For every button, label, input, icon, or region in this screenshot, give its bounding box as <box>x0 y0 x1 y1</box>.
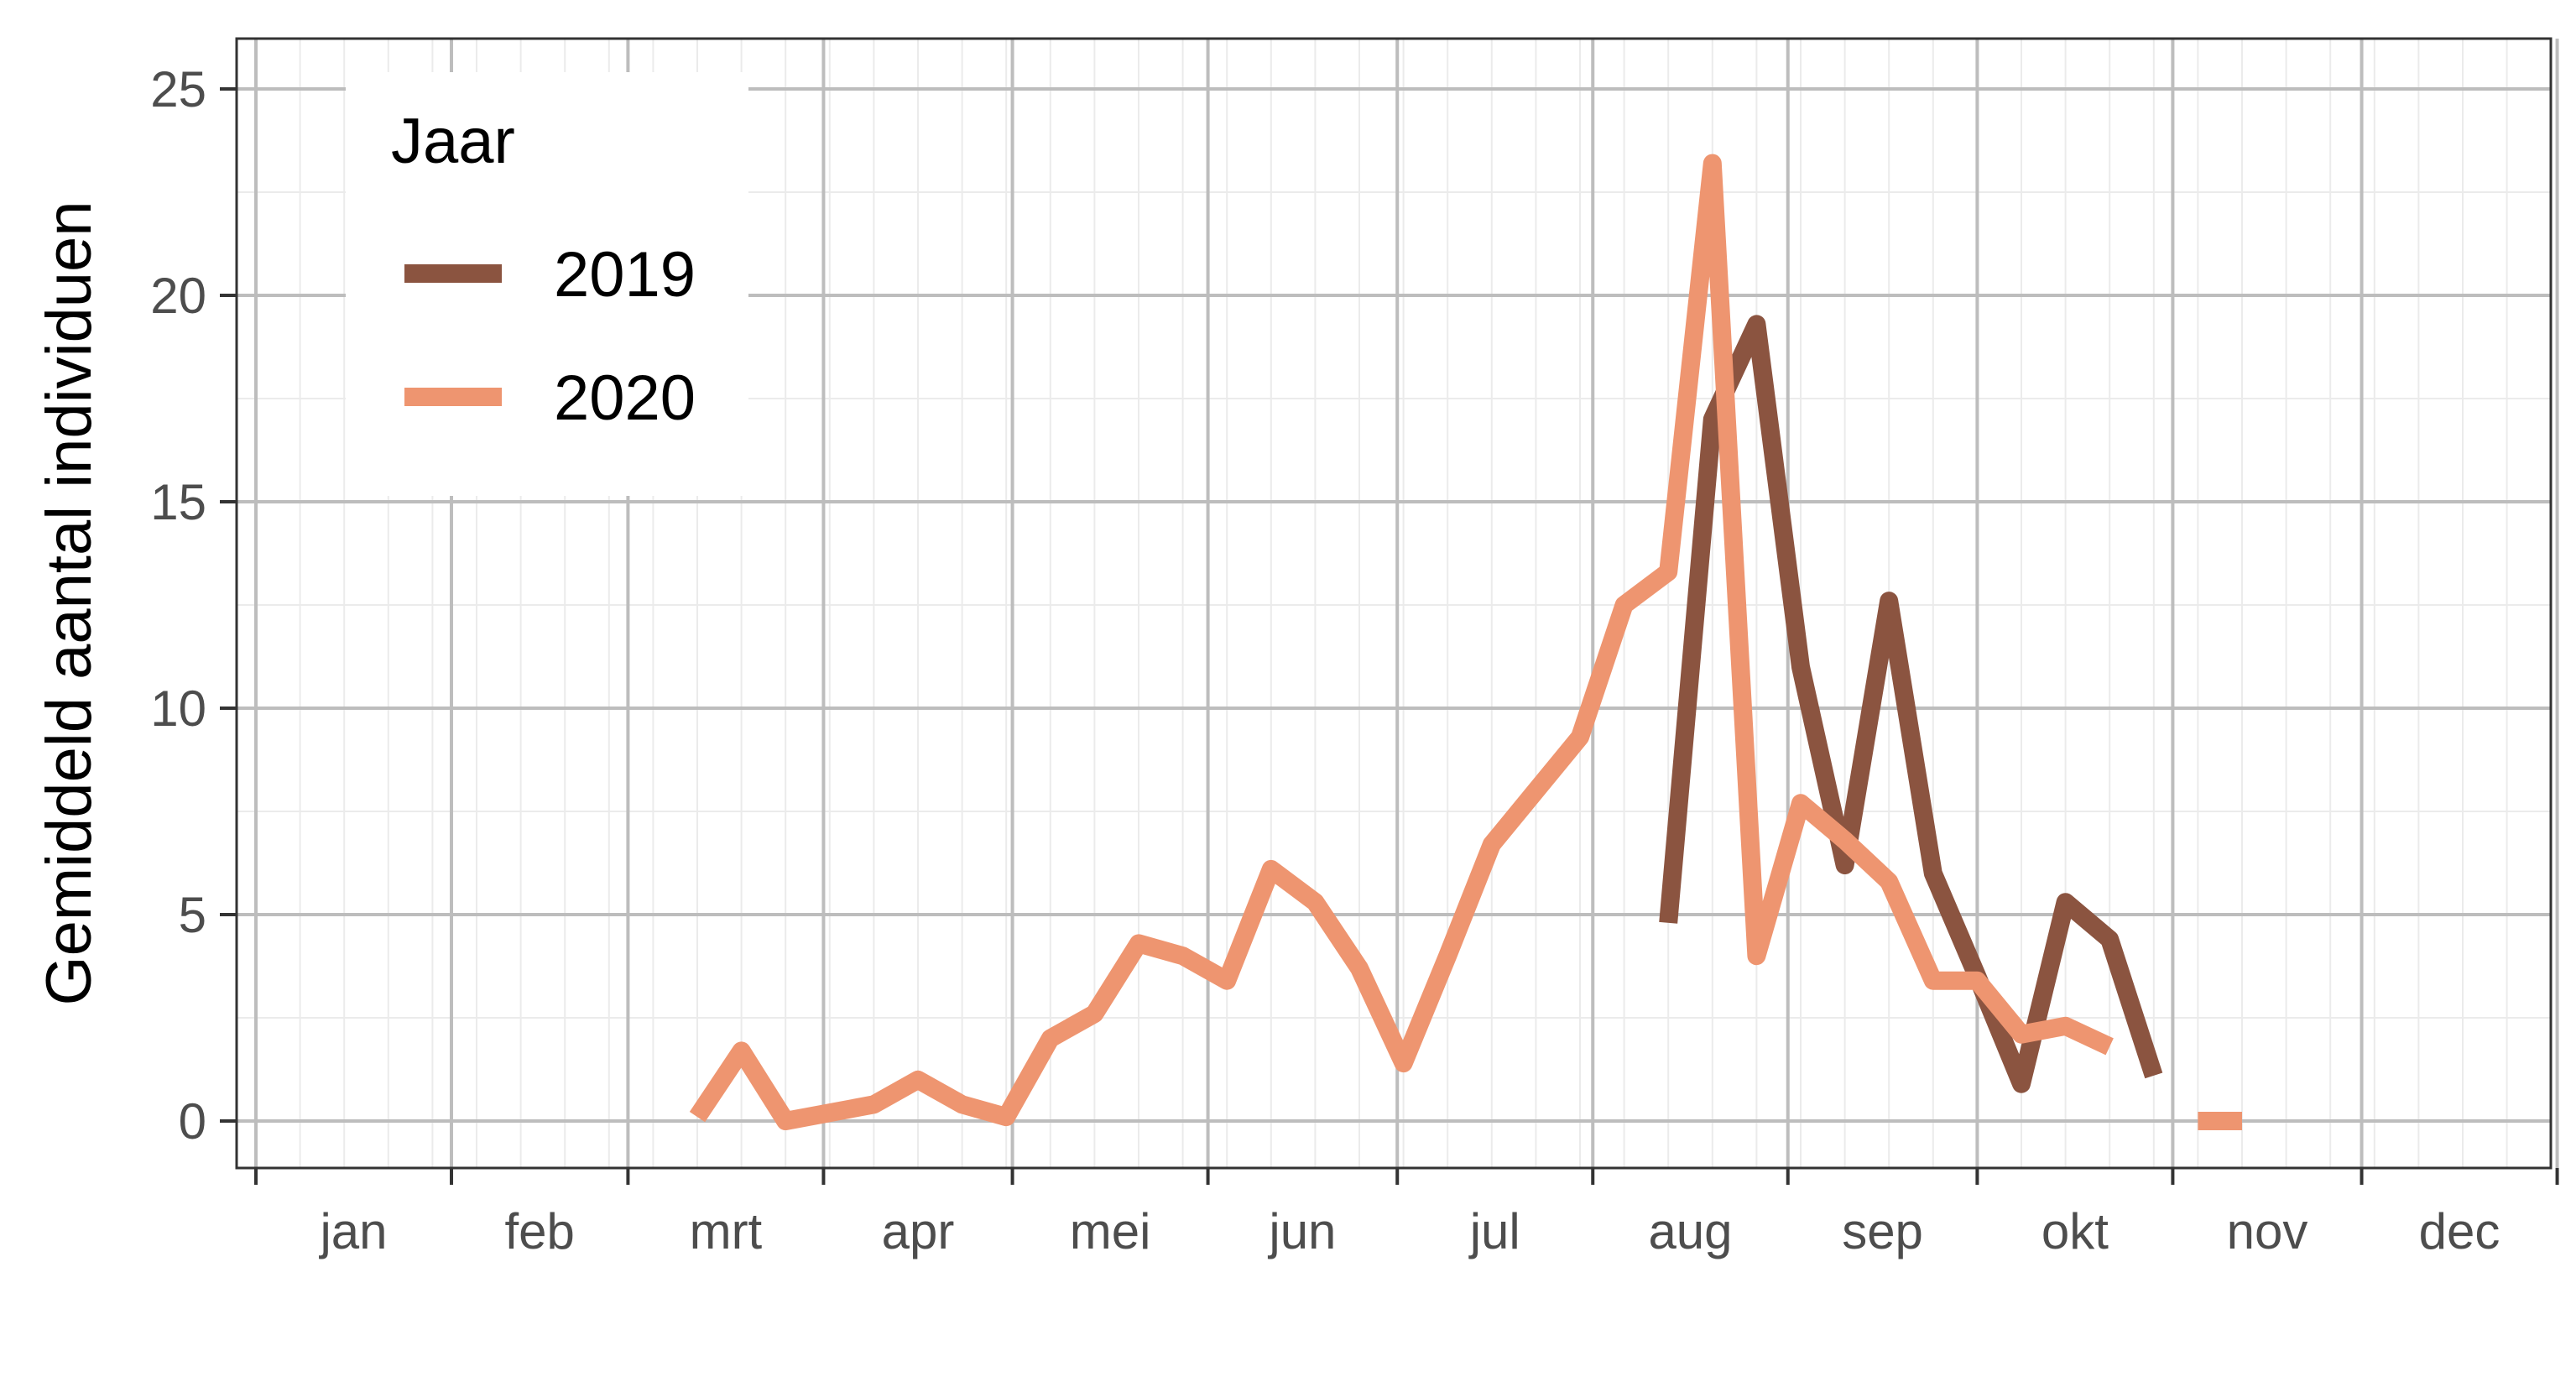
series-line-2019 <box>1659 315 2163 1093</box>
legend-label-2020: 2020 <box>554 362 696 434</box>
y-tick-label: 5 <box>179 887 206 943</box>
y-axis-title: Gemiddeld aantal individuen <box>34 201 105 1005</box>
series-line-2020 <box>689 154 2114 1130</box>
x-tick-label: jan <box>318 1203 387 1259</box>
x-tick-label: okt <box>2042 1203 2109 1259</box>
x-tick-label: nov <box>2227 1203 2308 1259</box>
y-tick-label: 20 <box>150 268 206 324</box>
x-tick-label: aug <box>1648 1203 1732 1259</box>
x-tick-label: mrt <box>690 1203 763 1259</box>
x-tick-label: apr <box>882 1203 955 1259</box>
y-tick-label: 15 <box>150 474 206 530</box>
y-tick-label: 25 <box>150 61 206 117</box>
plot-panel-border <box>235 37 2553 1170</box>
x-tick-label: sep <box>1842 1203 1923 1259</box>
x-tick-label: mei <box>1070 1203 1151 1259</box>
y-axis: 0 5 10 15 20 25 <box>150 61 237 1150</box>
x-tick-label: feb <box>505 1203 575 1259</box>
legend-box <box>346 72 748 496</box>
x-tick-label: jun <box>1267 1203 1336 1259</box>
x-tick-label: dec <box>2419 1203 2500 1259</box>
y-tick-label: 10 <box>150 680 206 737</box>
y-tick-label: 0 <box>179 1093 206 1150</box>
x-axis: jan feb mrt apr mei jun jul aug sep okt nov dec <box>254 1168 2559 1259</box>
series-layer <box>689 154 2242 1130</box>
legend: Jaar 2019 2020 <box>346 72 748 496</box>
legend-title: Jaar <box>391 106 515 177</box>
legend-label-2019: 2019 <box>554 239 696 310</box>
x-tick-label: jul <box>1468 1203 1520 1259</box>
